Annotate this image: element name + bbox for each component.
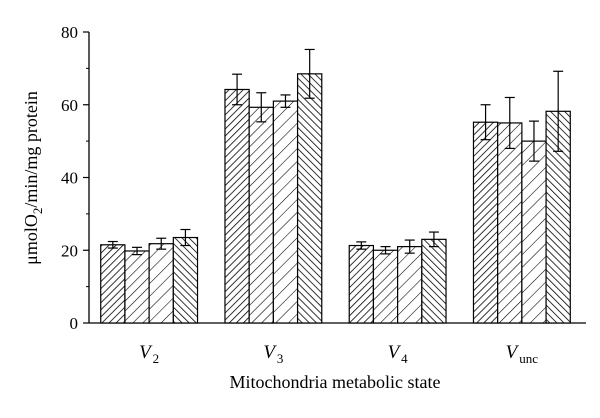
bar-1-category-2 xyxy=(224,88,250,324)
bar-1-category-1 xyxy=(100,244,126,324)
bar-series-group xyxy=(100,73,571,324)
bar-3-category-4 xyxy=(521,140,547,324)
y-axis-title: μmolO2/min/mg protein xyxy=(21,91,45,265)
bar-1-category-3 xyxy=(348,244,375,324)
x-axis-title: Mitochondria metabolic state xyxy=(230,372,441,392)
bar-3-category-1 xyxy=(148,243,174,324)
bar-2-category-1 xyxy=(124,250,150,324)
y-tick-label: 0 xyxy=(70,314,79,333)
bar-3-category-3 xyxy=(397,246,423,324)
bar-4-category-1 xyxy=(172,236,199,324)
y-tick-label: 40 xyxy=(61,169,78,188)
bar-4-category-3 xyxy=(421,238,447,324)
bar-2-category-4 xyxy=(497,122,523,324)
bar-3-category-2 xyxy=(272,100,299,324)
bar-4-category-2 xyxy=(296,73,323,324)
y-tick-label: 20 xyxy=(61,241,78,260)
bar-1-category-4 xyxy=(472,121,499,324)
bar-2-category-2 xyxy=(248,106,274,324)
bar-2-category-3 xyxy=(372,249,399,324)
y-axis-ticks: 0 20 40 60 80 xyxy=(61,23,89,333)
error-bars-group xyxy=(107,48,564,256)
y-tick-label: 80 xyxy=(61,23,78,42)
y-tick-label: 60 xyxy=(61,96,78,115)
